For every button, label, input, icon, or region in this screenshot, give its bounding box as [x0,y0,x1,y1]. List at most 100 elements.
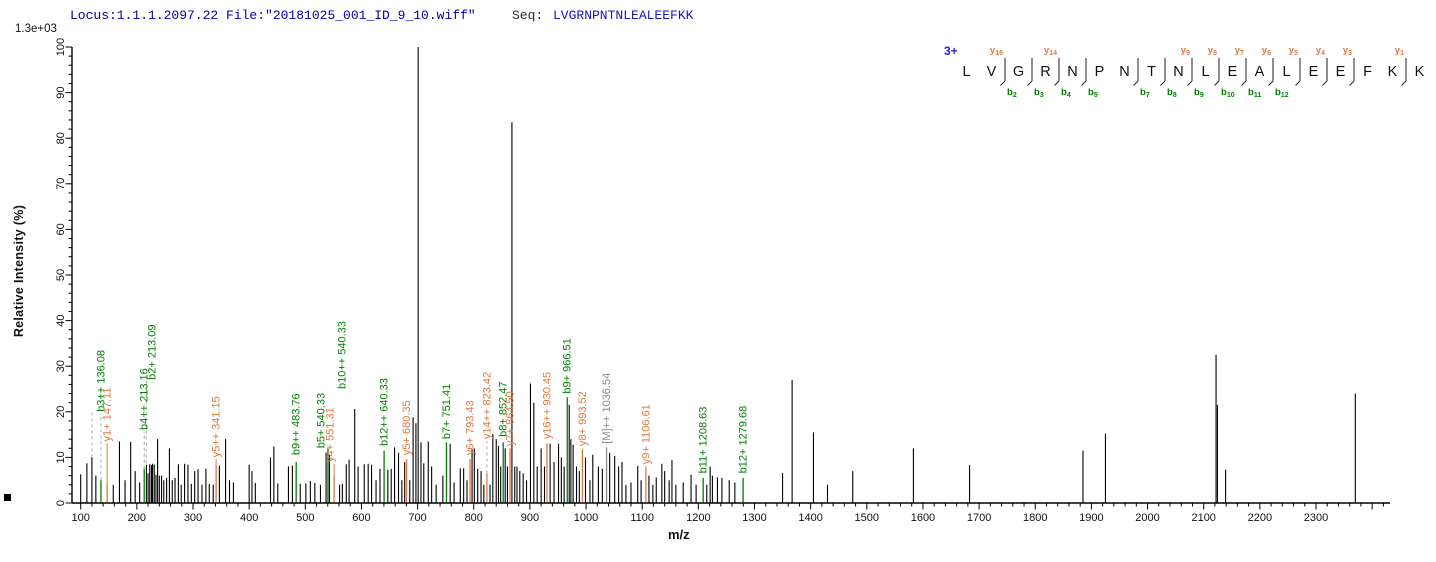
y-ion-label: y9 [1181,45,1190,57]
y-ion-label: y7 [1235,45,1244,57]
b-ion-label: b5 [1088,87,1098,99]
x-tick-label: 1200 [686,512,710,524]
cleavage-mark-foot [1295,80,1301,86]
peak-label: y5+ 680.35 [401,400,413,455]
cleavage-mark-foot [1000,80,1006,86]
b-ion-label: b3 [1034,87,1044,99]
residue-letter: F [1363,64,1372,80]
peak-label: b4++ 213.16 [139,368,151,430]
peak-label: y4+ 551.31 [325,407,337,462]
peak-label: b12+ 1279.68 [738,406,750,474]
residue-letter: P [1095,64,1105,80]
peak-label: b5+ 540.33 [315,393,327,448]
peak-label: b3++ 136.08 [95,350,107,412]
residue-letter: A [1255,64,1265,80]
peak-label: [M]++ 1036.54 [601,373,613,444]
y-ion-label: y1 [1395,45,1404,57]
peak-label: y8+ 993.52 [577,391,589,446]
b-ion-label: b12 [1275,87,1289,99]
residue-letter: E [1336,64,1346,80]
cleavage-mark-foot [1027,80,1033,86]
x-tick-label: 200 [128,512,146,524]
y-tick-label: 70 [55,178,67,190]
b-ion-label: b7 [1140,87,1150,99]
peak-label: y14++ 823.42 [481,372,493,439]
b-ion-label: b11 [1248,87,1261,99]
cleavage-mark-foot [1322,80,1328,86]
residue-letter: V [987,64,997,80]
y-ion-label: y8 [1208,45,1217,57]
x-tick-label: 100 [72,512,90,524]
y-tick-label: 50 [55,269,67,281]
residue-letter: L [962,64,970,80]
cleavage-mark-foot [1241,80,1247,86]
y-tick-label: 30 [55,360,67,372]
x-tick-label: 300 [184,512,202,524]
x-tick-label: 1300 [742,512,766,524]
x-tick-label: 600 [352,512,370,524]
cleavage-mark-foot [1349,80,1355,86]
y-tick-label: 20 [55,406,67,418]
residue-letter: K [1415,64,1425,80]
y-tick-label: 100 [55,38,67,56]
residue-letter: K [1388,64,1398,80]
peak-label: b9+ 966.51 [562,338,574,393]
peak-label: b8+ 852.47 [498,382,510,437]
b-ion-label: b10 [1221,87,1235,99]
peak-label: b2+ 213.09 [147,325,159,380]
residue-letter: N [1173,64,1183,80]
cleavage-mark-foot [1054,80,1060,86]
peak-label: b9++ 483.76 [291,393,303,455]
residue-letter: E [1309,64,1319,80]
seq-value: LVGRNPNTNLEALEEFKK [553,8,694,23]
y-tick-label: 0 [55,500,67,506]
y-tick-label: 80 [55,132,67,144]
precursor-charge-label: 3+ [944,44,958,58]
residue-letter: L [1201,64,1209,80]
b-ion-label: b2 [1007,87,1017,99]
cleavage-mark-foot [1268,80,1274,86]
peak-label: b12++ 640.33 [379,378,391,446]
x-tick-label: 2100 [1191,512,1215,524]
residue-letter: L [1282,64,1290,80]
locus-file-title: Locus:1.1.1.2097.22 File:"20181025_001_I… [70,8,476,23]
b-ion-label: b9 [1194,87,1204,99]
x-tick-label: 1000 [574,512,598,524]
x-tick-label: 2300 [1304,512,1328,524]
header: Locus:1.1.1.2097.22 File:"20181025_001_I… [0,8,1436,83]
seq-label: Seq: [512,8,544,23]
y-tick-label: 10 [55,451,67,463]
cleavage-mark-foot [1160,80,1166,86]
x-tick-label: 1100 [630,512,654,524]
y-ion-label: y6 [1262,45,1271,57]
cleavage-mark-foot [1081,80,1087,86]
b-ion-label: b8 [1167,87,1177,99]
residue-letter: T [1147,64,1156,80]
cleavage-mark-foot [1133,80,1139,86]
y-tick-label: 60 [55,223,67,235]
x-tick-label: 400 [240,512,258,524]
x-tick-label: 500 [296,512,314,524]
residue-letter: N [1067,64,1077,80]
x-tick-label: 1600 [911,512,935,524]
cleavage-mark-foot [1214,80,1220,86]
peak-label: b7+ 751.41 [441,384,453,439]
peak-label: y16++ 930.45 [541,372,553,439]
peak-label: b10++ 540.33 [336,321,348,389]
x-tick-label: 1900 [1079,512,1103,524]
residue-letter: G [1013,64,1024,80]
cleavage-mark-foot [1187,80,1193,86]
x-tick-label: 700 [408,512,426,524]
residue-letter: R [1040,64,1050,80]
y-ion-label: y5 [1289,45,1298,57]
residue-letter: E [1228,64,1238,80]
y-ion-label: y14 [1044,45,1057,57]
cleavage-mark-foot [1401,80,1407,86]
peak-label: y9+ 1106.61 [640,404,652,464]
x-tick-label: 2200 [1248,512,1272,524]
peak-label: y6+ 793.43 [465,400,477,455]
x-tick-label: 900 [521,512,539,524]
y-ion-label: y16 [990,45,1003,57]
